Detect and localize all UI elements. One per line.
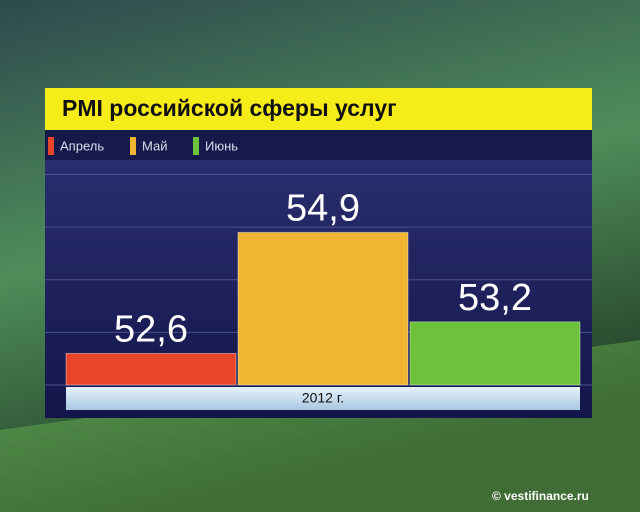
title-bar: [45, 88, 592, 130]
value-label: 54,9: [286, 187, 360, 229]
legend-label: Июнь: [205, 138, 238, 153]
legend-swatch: [48, 137, 54, 155]
watermark: © vestifinance.ru: [492, 489, 589, 503]
x-tick-label: 2012 г.: [302, 390, 344, 406]
bar: [65, 352, 237, 386]
value-label: 53,2: [458, 277, 532, 319]
category-band: [66, 387, 580, 410]
legend-label: Апрель: [60, 138, 104, 153]
legend-bar: [45, 130, 592, 160]
legend-swatch: [193, 137, 199, 155]
chart-title: PMI российской сферы услуг: [62, 95, 397, 121]
legend-label: Май: [142, 138, 167, 153]
bar: [409, 321, 581, 386]
legend-swatch: [130, 137, 136, 155]
bar: [237, 231, 409, 386]
value-label: 52,6: [114, 308, 188, 350]
